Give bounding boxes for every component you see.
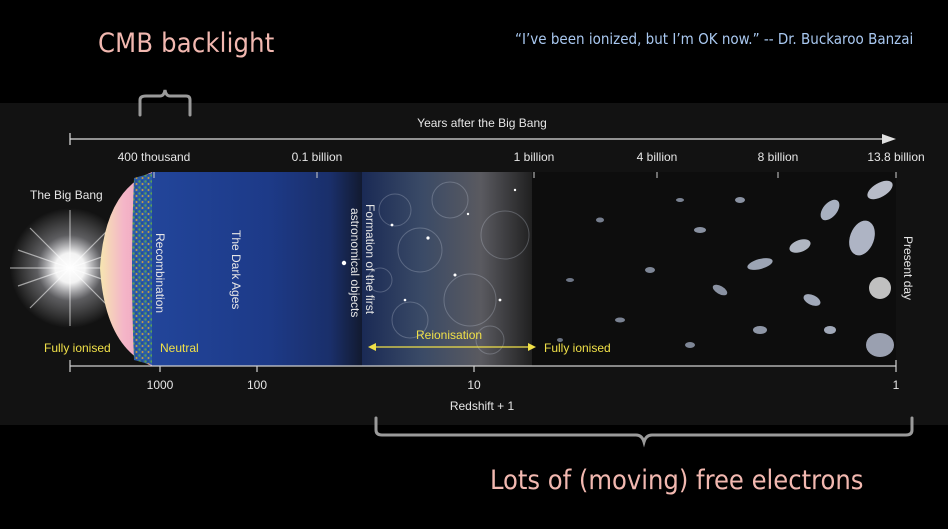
top-axis-arrowhead <box>882 134 896 144</box>
early-stars <box>341 188 517 302</box>
top-axis-title: Years after the Big Bang <box>417 116 547 130</box>
fully-ionised-left-label: Fully ionised <box>44 341 111 355</box>
buckaroo-quote: “I’ve been ionized, but I’m OK now.” -- … <box>515 30 914 48</box>
bottom-tick-10: 10 <box>467 378 481 392</box>
formation-label-line2: astronomical objects <box>348 208 362 317</box>
reionisation-arrow <box>368 343 536 351</box>
fully-ionised-right-label: Fully ionised <box>544 341 611 355</box>
top-tick-0.1-billion: 0.1 billion <box>292 150 343 164</box>
bottom-tick-1000: 1000 <box>147 378 174 392</box>
top-tick-1-billion: 1 billion <box>514 150 555 164</box>
cmb-brace <box>138 89 192 117</box>
top-tick-13.8-billion: 13.8 billion <box>867 150 924 164</box>
top-tick-4-billion: 4 billion <box>637 150 678 164</box>
recombination-label: Recombination <box>153 233 167 313</box>
present-day-label: Present day <box>901 236 915 300</box>
cmb-backlight-title: CMB backlight <box>98 28 275 59</box>
bottom-axis-title: Redshift + 1 <box>450 399 515 413</box>
top-tick-marks <box>153 172 897 178</box>
dark-ages-region <box>152 172 362 366</box>
big-bang-label: The Big Bang <box>30 188 103 202</box>
bottom-tick-100: 100 <box>247 378 267 392</box>
reionisation-region <box>362 172 532 366</box>
bottom-tick-1: 1 <box>893 378 900 392</box>
cmb-surface <box>132 172 156 366</box>
dark-ages-label: The Dark Ages <box>229 230 243 309</box>
neutral-label: Neutral <box>160 341 199 355</box>
top-tick-8-billion: 8 billion <box>758 150 799 164</box>
reionisation-label: Reionisation <box>416 328 482 342</box>
bottom-axis <box>69 360 897 372</box>
reionisation-bubbles <box>367 181 530 355</box>
formation-label-line1: Formation of the first <box>363 204 377 315</box>
galaxies <box>557 180 894 357</box>
galaxy-region <box>532 172 896 366</box>
free-electrons-caption: Lots of (moving) free electrons <box>490 465 864 496</box>
free-electrons-brace <box>374 416 914 448</box>
top-tick-400-thousand: 400 thousand <box>118 150 191 164</box>
top-axis <box>69 133 886 145</box>
